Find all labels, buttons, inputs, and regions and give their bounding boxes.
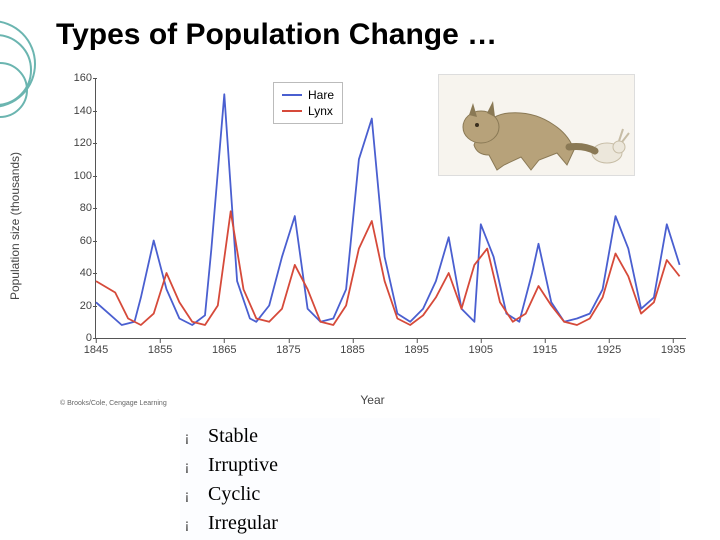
bullet-symbol: ¡	[180, 510, 194, 538]
legend-label: Hare	[308, 87, 334, 103]
x-tick: 1875	[276, 344, 300, 356]
y-tick: 40	[64, 267, 92, 279]
chart-inset-illustration	[438, 74, 635, 176]
slide-title: Types of Population Change …	[56, 18, 497, 52]
chart-legend: HareLynx	[273, 82, 343, 124]
bullet-text: Stable	[208, 422, 258, 450]
y-tick: 160	[64, 72, 92, 84]
bullet-item: ¡ Stable	[180, 422, 660, 451]
population-chart: Population size (thousands) HareLynx	[60, 78, 685, 373]
y-tick: 100	[64, 170, 92, 182]
x-axis-label: Year	[360, 393, 384, 407]
deco-circle	[0, 20, 36, 108]
x-tick: 1845	[84, 344, 108, 356]
bullet-symbol: ¡	[180, 452, 194, 480]
bullet-text: Irruptive	[208, 451, 278, 479]
x-tick: 1895	[404, 344, 428, 356]
slide: Types of Population Change … Population …	[0, 0, 720, 540]
x-tick: 1935	[661, 344, 685, 356]
bullet-list: ¡ Stable ¡ Irruptive ¡ Cyclic ¡ Irregular	[180, 418, 660, 540]
y-tick: 80	[64, 202, 92, 214]
legend-swatch	[282, 110, 302, 112]
y-tick: 20	[64, 300, 92, 312]
copyright-credit: © Brooks/Cole, Cengage Learning	[60, 400, 167, 407]
legend-item: Lynx	[282, 103, 334, 119]
y-axis-label: Population size (thousands)	[8, 151, 22, 299]
lynx-hare-illustration	[439, 75, 634, 175]
bullet-item: ¡ Irregular	[180, 509, 660, 538]
y-tick: 140	[64, 105, 92, 117]
x-tick: 1855	[148, 344, 172, 356]
legend-swatch	[282, 94, 302, 96]
bullet-symbol: ¡	[180, 423, 194, 451]
plot-area: HareLynx	[95, 78, 686, 339]
y-tick: 0	[64, 332, 92, 344]
bullet-item: ¡ Cyclic	[180, 480, 660, 509]
y-tick: 120	[64, 137, 92, 149]
bullet-item: ¡ Irruptive	[180, 451, 660, 480]
bullet-text: Irregular	[208, 509, 278, 537]
legend-item: Hare	[282, 87, 334, 103]
x-tick: 1905	[469, 344, 493, 356]
y-tick: 60	[64, 235, 92, 247]
bullet-text: Cyclic	[208, 480, 260, 508]
x-tick: 1885	[340, 344, 364, 356]
x-tick: 1925	[597, 344, 621, 356]
x-tick: 1915	[533, 344, 557, 356]
bullet-symbol: ¡	[180, 481, 194, 509]
legend-label: Lynx	[308, 103, 333, 119]
x-tick: 1865	[212, 344, 236, 356]
